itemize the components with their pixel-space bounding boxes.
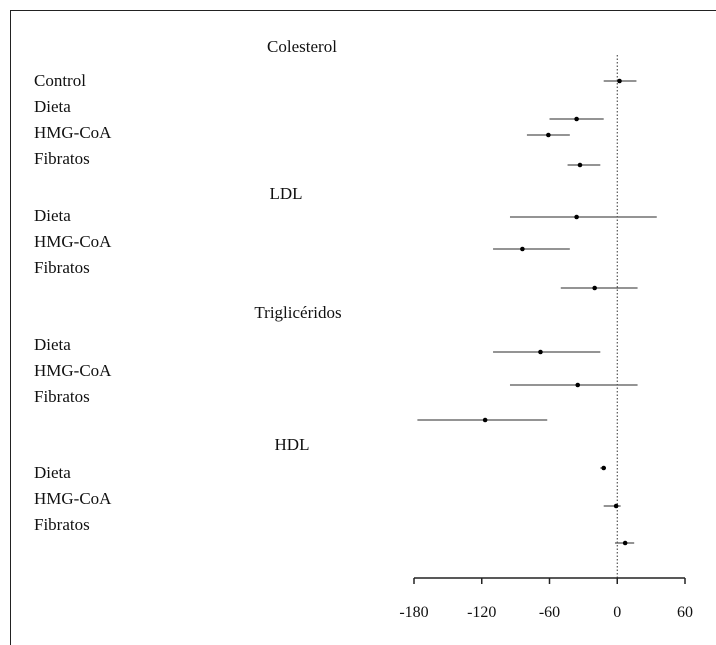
row-label: HMG-CoA <box>34 232 112 251</box>
point-estimate <box>574 214 579 220</box>
row-label: Dieta <box>34 206 71 225</box>
x-tick-label: -180 <box>399 604 428 621</box>
point-estimate <box>622 540 628 546</box>
row-label: Fibratos <box>34 258 90 277</box>
group-title-colesterol: Colesterol <box>267 37 337 56</box>
x-tick-label: -60 <box>539 604 560 621</box>
row-label: Fibratos <box>34 149 90 168</box>
point-estimate <box>577 162 583 168</box>
point-estimate <box>575 382 581 388</box>
row-label: Dieta <box>34 335 71 354</box>
point-estimate <box>546 132 551 138</box>
row-label: Control <box>34 71 86 90</box>
x-tick-label: -120 <box>467 604 496 621</box>
point-estimate <box>613 503 619 509</box>
x-tick-label: 60 <box>677 604 693 621</box>
row-label: HMG-CoA <box>34 489 112 508</box>
row-label: Fibratos <box>34 387 90 406</box>
point-estimate <box>482 417 488 423</box>
row-label: Fibratos <box>34 515 90 534</box>
point-estimate <box>617 78 622 84</box>
chart-frame <box>10 10 716 645</box>
group-title-ldl: LDL <box>269 184 302 203</box>
row-label: Dieta <box>34 463 71 482</box>
row-label: HMG-CoA <box>34 361 112 380</box>
point-estimate <box>592 285 597 291</box>
row-label: Dieta <box>34 97 71 116</box>
point-estimate <box>601 465 606 471</box>
point-estimate <box>538 349 543 355</box>
point-estimate <box>520 246 525 252</box>
group-title-trigliceridos: Triglicéridos <box>254 303 341 322</box>
group-title-hdl: HDL <box>275 435 310 454</box>
point-estimate <box>574 116 579 122</box>
x-tick-label: 0 <box>613 604 621 621</box>
row-label: HMG-CoA <box>34 123 112 142</box>
